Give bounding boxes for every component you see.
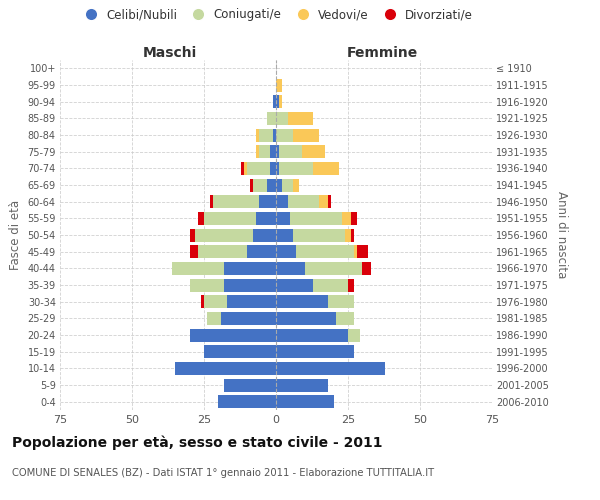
Text: COMUNE DI SENALES (BZ) - Dati ISTAT 1° gennaio 2011 - Elaborazione TUTTITALIA.IT: COMUNE DI SENALES (BZ) - Dati ISTAT 1° g…: [12, 468, 434, 477]
Bar: [276, 128, 293, 141]
Bar: [351, 228, 354, 241]
Bar: [210, 195, 212, 208]
Bar: [276, 178, 282, 192]
Bar: [276, 78, 282, 92]
Bar: [190, 228, 196, 241]
Bar: [247, 162, 270, 175]
Bar: [348, 328, 359, 342]
Y-axis label: Fasce di età: Fasce di età: [9, 200, 22, 270]
Bar: [241, 162, 244, 175]
Bar: [276, 395, 334, 408]
Bar: [224, 278, 276, 291]
Bar: [273, 128, 276, 141]
Bar: [276, 162, 279, 175]
Bar: [348, 278, 354, 291]
Bar: [287, 195, 319, 208]
Bar: [276, 378, 328, 392]
Text: Popolazione per età, sesso e stato civile - 2011: Popolazione per età, sesso e stato civil…: [12, 435, 383, 450]
Bar: [207, 312, 221, 325]
Bar: [356, 245, 368, 258]
Bar: [276, 245, 296, 258]
Bar: [256, 212, 276, 225]
Bar: [305, 262, 362, 275]
Bar: [276, 212, 290, 225]
Bar: [290, 212, 342, 225]
Bar: [276, 312, 337, 325]
Bar: [279, 145, 302, 158]
Bar: [196, 228, 253, 241]
Bar: [227, 295, 276, 308]
Bar: [270, 162, 276, 175]
Bar: [190, 328, 276, 342]
Bar: [190, 245, 198, 258]
Bar: [328, 195, 331, 208]
Bar: [253, 228, 276, 241]
Y-axis label: Anni di nascita: Anni di nascita: [554, 192, 568, 278]
Bar: [221, 312, 276, 325]
Bar: [224, 262, 276, 275]
Bar: [328, 295, 354, 308]
Bar: [276, 345, 354, 358]
Bar: [293, 228, 345, 241]
Bar: [276, 95, 279, 108]
Bar: [268, 178, 276, 192]
Legend: Celibi/Nubili, Coniugati/e, Vedovi/e, Divorziati/e: Celibi/Nubili, Coniugati/e, Vedovi/e, Di…: [76, 6, 476, 24]
Bar: [342, 212, 351, 225]
Bar: [244, 162, 247, 175]
Bar: [313, 278, 348, 291]
Bar: [287, 112, 313, 125]
Bar: [319, 195, 328, 208]
Bar: [293, 178, 299, 192]
Text: Femmine: Femmine: [347, 46, 418, 60]
Bar: [273, 95, 276, 108]
Bar: [204, 212, 256, 225]
Bar: [354, 245, 356, 258]
Bar: [212, 195, 259, 208]
Bar: [345, 228, 351, 241]
Bar: [276, 195, 287, 208]
Bar: [276, 112, 287, 125]
Bar: [276, 145, 279, 158]
Bar: [190, 278, 224, 291]
Bar: [224, 378, 276, 392]
Bar: [259, 145, 270, 158]
Bar: [201, 295, 204, 308]
Text: Maschi: Maschi: [142, 46, 197, 60]
Bar: [276, 328, 348, 342]
Bar: [259, 195, 276, 208]
Bar: [313, 162, 340, 175]
Bar: [276, 362, 385, 375]
Bar: [276, 278, 313, 291]
Bar: [362, 262, 371, 275]
Bar: [279, 95, 282, 108]
Bar: [296, 245, 354, 258]
Bar: [250, 178, 253, 192]
Bar: [172, 262, 224, 275]
Bar: [302, 145, 325, 158]
Bar: [218, 395, 276, 408]
Bar: [268, 112, 276, 125]
Bar: [282, 178, 293, 192]
Bar: [256, 128, 259, 141]
Bar: [276, 228, 293, 241]
Bar: [253, 178, 268, 192]
Bar: [276, 295, 328, 308]
Bar: [270, 145, 276, 158]
Bar: [175, 362, 276, 375]
Bar: [351, 212, 356, 225]
Bar: [293, 128, 319, 141]
Bar: [256, 145, 259, 158]
Bar: [279, 162, 313, 175]
Bar: [247, 245, 276, 258]
Bar: [337, 312, 354, 325]
Bar: [198, 245, 247, 258]
Bar: [198, 212, 204, 225]
Bar: [276, 262, 305, 275]
Bar: [204, 295, 227, 308]
Bar: [204, 345, 276, 358]
Bar: [259, 128, 273, 141]
